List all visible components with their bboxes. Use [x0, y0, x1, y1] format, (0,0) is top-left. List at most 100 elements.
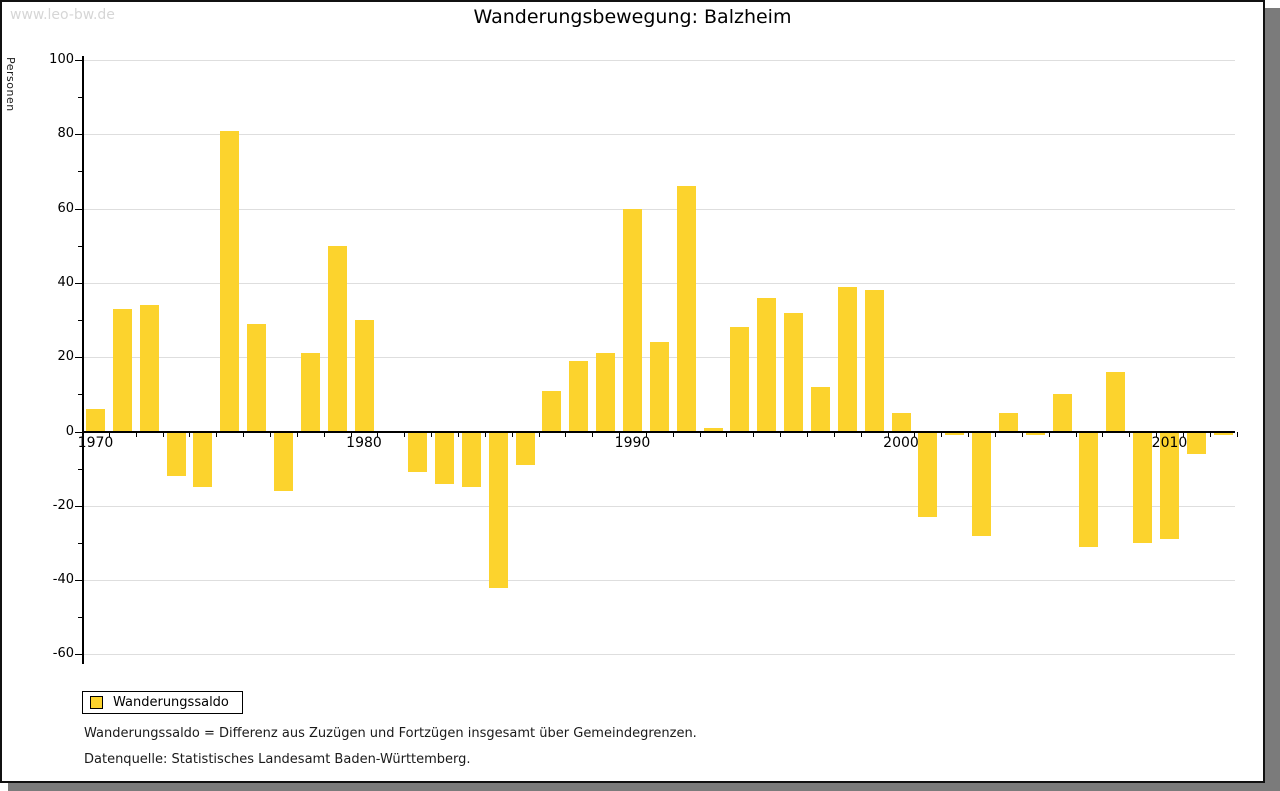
bar-1971 — [112, 308, 132, 432]
y-minor-tick — [78, 617, 82, 619]
x-tick — [1021, 432, 1023, 437]
bar-1978 — [300, 353, 320, 432]
x-tick-label-1980: 1980 — [346, 434, 382, 451]
bar-1977 — [273, 431, 293, 491]
x-tick — [699, 432, 701, 437]
x-tick — [1129, 432, 1131, 437]
x-tick-label-1970: 1970 — [77, 434, 114, 451]
bar-2002 — [945, 431, 965, 436]
y-tick-label-0: 0 — [65, 423, 74, 439]
x-tick — [807, 432, 809, 437]
bar-1983 — [435, 431, 455, 484]
y-tick-label-40: 40 — [57, 274, 74, 290]
y-axis-title: Personen — [4, 57, 17, 112]
bar-2005 — [1025, 431, 1045, 436]
bar-1982 — [408, 431, 428, 473]
x-tick — [860, 432, 862, 437]
y-minor-tick — [78, 542, 82, 544]
bar-1986 — [515, 431, 535, 465]
bar-2000 — [891, 412, 911, 432]
x-tick — [645, 432, 647, 437]
x-tick — [726, 432, 728, 437]
bar-1993 — [703, 427, 723, 432]
y-major-tick — [75, 282, 82, 284]
x-tick — [753, 432, 755, 437]
x-tick — [833, 432, 835, 437]
bar-1991 — [649, 342, 669, 432]
bar-2011 — [1186, 431, 1206, 454]
bar-1970 — [86, 409, 105, 432]
bar-1994 — [730, 327, 750, 432]
y-major-tick — [75, 208, 82, 210]
chart-title: Wanderungsbewegung: Balzheim — [473, 6, 792, 28]
y-minor-tick — [78, 245, 82, 247]
x-axis-zero-line — [82, 430, 1235, 433]
y-major-tick — [75, 357, 82, 359]
x-tick — [350, 432, 352, 437]
gridline--60 — [83, 654, 1235, 656]
x-tick — [484, 432, 486, 437]
x-tick — [216, 432, 218, 437]
x-tick — [377, 432, 379, 437]
x-tick — [672, 432, 674, 437]
x-tick — [270, 432, 272, 437]
legend-swatch — [90, 696, 103, 709]
bar-1972 — [139, 305, 159, 432]
y-tick-label-20: 20 — [57, 349, 74, 365]
y-minor-tick — [78, 320, 82, 322]
x-tick — [565, 432, 567, 437]
y-minor-tick — [78, 97, 82, 99]
bar-1976 — [247, 323, 267, 432]
bar-1973 — [166, 431, 186, 477]
bar-2009 — [1133, 431, 1153, 543]
y-major-tick — [75, 431, 82, 433]
x-tick — [914, 432, 916, 437]
x-tick — [941, 432, 943, 437]
y-major-tick — [75, 580, 82, 582]
bar-1984 — [461, 431, 481, 488]
x-tick-label-1990: 1990 — [614, 434, 651, 451]
bar-1987 — [542, 390, 562, 432]
y-minor-tick — [78, 171, 82, 173]
bar-2006 — [1052, 394, 1072, 432]
x-tick — [1102, 432, 1104, 437]
bar-2007 — [1079, 431, 1099, 547]
y-tick-label-100: 100 — [49, 51, 74, 67]
x-tick — [592, 432, 594, 437]
x-tick — [511, 432, 513, 437]
bar-1999 — [864, 290, 884, 432]
y-minor-tick — [78, 468, 82, 470]
x-tick — [135, 432, 137, 437]
bar-1990 — [623, 208, 642, 432]
chart-frame: www.leo-bw.de Wanderungsbewegung: Balzhe… — [0, 0, 1265, 783]
x-tick — [968, 432, 970, 437]
y-major-tick — [75, 654, 82, 656]
footnote-definition: Wanderungssaldo = Differenz aus Zuzügen … — [84, 726, 697, 741]
y-minor-tick — [78, 394, 82, 396]
y-tick-label--40: -40 — [52, 572, 74, 588]
x-tick — [189, 432, 191, 437]
bar-2004 — [998, 412, 1018, 432]
x-tick — [619, 432, 621, 437]
bar-2003 — [972, 431, 992, 536]
x-tick — [404, 432, 406, 437]
x-tick — [431, 432, 433, 437]
x-tick — [538, 432, 540, 437]
x-tick — [887, 432, 889, 437]
gridline--20 — [83, 505, 1235, 507]
gridline-100 — [83, 59, 1235, 61]
bar-2012 — [1213, 431, 1233, 436]
bar-1975 — [220, 130, 240, 432]
gridline--40 — [83, 580, 1235, 582]
bar-1996 — [784, 312, 804, 432]
x-tick — [162, 432, 164, 437]
x-tick — [1209, 432, 1211, 437]
legend-box: Wanderungssaldo — [82, 691, 243, 714]
x-tick — [1048, 432, 1050, 437]
legend-label: Wanderungssaldo — [113, 695, 229, 710]
x-tick — [994, 432, 996, 437]
bar-1974 — [193, 431, 213, 488]
x-tick-label-2010: 2010 — [1151, 434, 1188, 451]
y-major-tick — [75, 59, 82, 61]
watermark: www.leo-bw.de — [10, 7, 115, 23]
